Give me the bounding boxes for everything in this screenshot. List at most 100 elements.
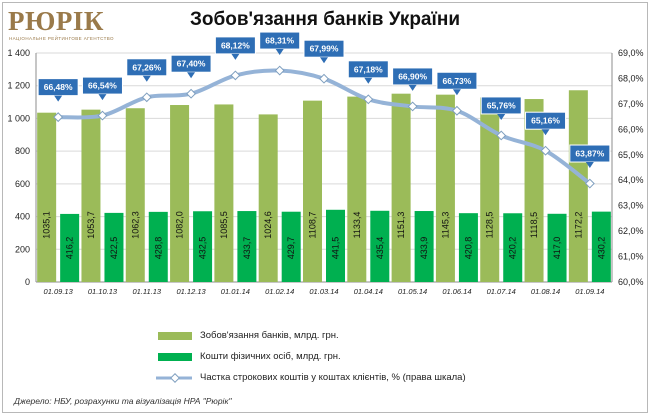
- x-tick-label: 01.09.13: [44, 287, 74, 296]
- share-callout-pointer: [408, 84, 417, 91]
- legend-label-liabilities: Зобов'язання банків, млрд. грн.: [200, 330, 339, 341]
- bar-liabilities: [170, 105, 190, 282]
- bar-liabilities: [214, 104, 234, 283]
- share-point: [584, 178, 595, 189]
- share-callout-pointer: [497, 113, 506, 120]
- bar-individuals: [591, 211, 611, 282]
- y-left-tick-label: 1 200: [7, 81, 30, 91]
- bar-individuals: [458, 213, 478, 282]
- bar-liabilities: [125, 108, 145, 282]
- share-callout-label: 65,76%: [487, 100, 516, 110]
- bar-liabilities: [258, 114, 278, 282]
- legend-swatch-liabilities: [158, 332, 192, 340]
- bar-liabilities: [81, 109, 101, 283]
- share-callout-pointer: [54, 95, 63, 102]
- bar-liabilities: [303, 100, 322, 283]
- bar-liabilities: [391, 93, 411, 283]
- x-tick-label: 01.11.13: [132, 287, 161, 296]
- bar-individuals: [281, 211, 301, 282]
- bar-liabilities-label: 1085,5: [219, 211, 229, 239]
- share-callout-pointer: [364, 77, 373, 84]
- logo-tagline: НАЦІОНАЛЬНЕ РЕЙТИНГОВЕ АГЕНТСТВО: [9, 36, 114, 41]
- bar-individuals: [326, 209, 345, 282]
- share-callout-pointer: [452, 89, 461, 96]
- share-callout-pointer: [585, 162, 594, 169]
- bar-liabilities: [480, 97, 500, 283]
- bar-individuals-label: 428,8: [153, 237, 163, 260]
- share-callout-label: 63,87%: [575, 149, 604, 159]
- share-callout: [347, 60, 389, 79]
- legend-label-share: Частка строкових коштів у коштах клієнті…: [200, 372, 466, 383]
- bar-individuals-label: 441,5: [331, 237, 341, 260]
- bar-liabilities-label: 1108,7: [308, 212, 318, 239]
- x-tick-label: 01.07.14: [487, 287, 516, 296]
- bar-liabilities: [37, 112, 57, 282]
- chart-title: Зобов'язання банків України: [189, 9, 461, 30]
- y-left-tick-label: 0: [25, 277, 30, 287]
- share-callout-label: 67,26%: [132, 62, 161, 72]
- bar-individuals: [370, 210, 390, 282]
- share-callout-pointer: [187, 72, 196, 79]
- bar-liabilities-label: 1035,1: [42, 211, 52, 239]
- y-right-tick-label: 65,0%: [618, 150, 644, 160]
- bar-individuals-label: 432,5: [198, 237, 208, 260]
- share-callout-label: 66,73%: [443, 76, 472, 86]
- bar-individuals-label: 420,8: [463, 237, 473, 260]
- y-left-tick-label: 800: [15, 146, 30, 156]
- bar-liabilities-label: 1151,3: [396, 212, 406, 239]
- legend-label-individuals: Кошти фізичних осіб, млрд. грн.: [200, 351, 341, 362]
- bar-individuals: [193, 211, 213, 282]
- bar-individuals: [104, 212, 124, 282]
- bar-individuals-label: 420,2: [508, 237, 518, 260]
- bar-liabilities-label: 1062,3: [130, 211, 140, 239]
- x-tick-label: 01.06.14: [442, 287, 471, 296]
- share-callout-label: 68,12%: [221, 40, 250, 50]
- x-tick-label: 01.01.14: [221, 287, 250, 296]
- bar-liabilities-label: 1145,3: [440, 212, 450, 239]
- bar-individuals: [148, 211, 168, 282]
- y-right-tick-label: 69,0%: [618, 48, 644, 58]
- logo-wordmark: РЮРІК: [8, 6, 104, 36]
- share-callout-pointer: [142, 75, 151, 82]
- bar-liabilities-label: 1053,7: [86, 211, 96, 239]
- bar-liabilities: [435, 94, 455, 282]
- x-tick-label: 01.02.14: [265, 287, 294, 296]
- x-tick-label: 01.10.13: [88, 287, 118, 296]
- y-right-tick-label: 60,0%: [618, 277, 644, 287]
- y-left-tick-label: 1 400: [7, 48, 30, 58]
- bar-liabilities-label: 1172,2: [573, 212, 583, 239]
- x-tick-label: 01.03.14: [309, 287, 338, 296]
- share-point: [540, 145, 551, 156]
- share-point: [274, 65, 285, 76]
- bar-individuals: [237, 211, 257, 282]
- bar-individuals-label: 422,5: [109, 237, 119, 260]
- y-left-tick-label: 1 000: [7, 113, 30, 123]
- share-point: [230, 70, 241, 81]
- y-right-tick-label: 67,0%: [618, 99, 644, 109]
- bar-individuals: [60, 213, 80, 282]
- share-point: [496, 130, 507, 141]
- share-callout-label: 67,99%: [310, 44, 339, 54]
- share-callout-label: 66,54%: [88, 81, 117, 91]
- bar-individuals-label: 416,2: [65, 237, 75, 260]
- legend-swatch-individuals: [158, 353, 192, 361]
- share-point: [319, 73, 329, 84]
- bar-individuals-label: 433,9: [419, 237, 429, 260]
- bar-liabilities-label: 1118,5: [529, 212, 539, 238]
- bar-liabilities-label: 1128,5: [485, 212, 495, 239]
- share-point: [186, 88, 197, 99]
- bar-liabilities: [347, 96, 367, 282]
- bar-liabilities-label: 1024,6: [263, 211, 273, 239]
- x-tick-label: 01.04.14: [354, 287, 383, 296]
- bar-individuals: [547, 213, 567, 282]
- y-right-tick-label: 66,0%: [618, 124, 644, 134]
- bar-individuals-label: 430,2: [596, 237, 606, 260]
- y-right-tick-label: 61,0%: [618, 252, 644, 262]
- bar-individuals-label: 417,0: [552, 237, 562, 260]
- share-callout-label: 65,16%: [531, 116, 560, 126]
- bar-liabilities-label: 1082,0: [175, 211, 185, 239]
- y-left-tick-label: 200: [15, 244, 30, 254]
- source-note: Джерело: НБУ, розрахунки та візуалізація…: [14, 396, 232, 406]
- share-callout-label: 66,48%: [44, 82, 73, 92]
